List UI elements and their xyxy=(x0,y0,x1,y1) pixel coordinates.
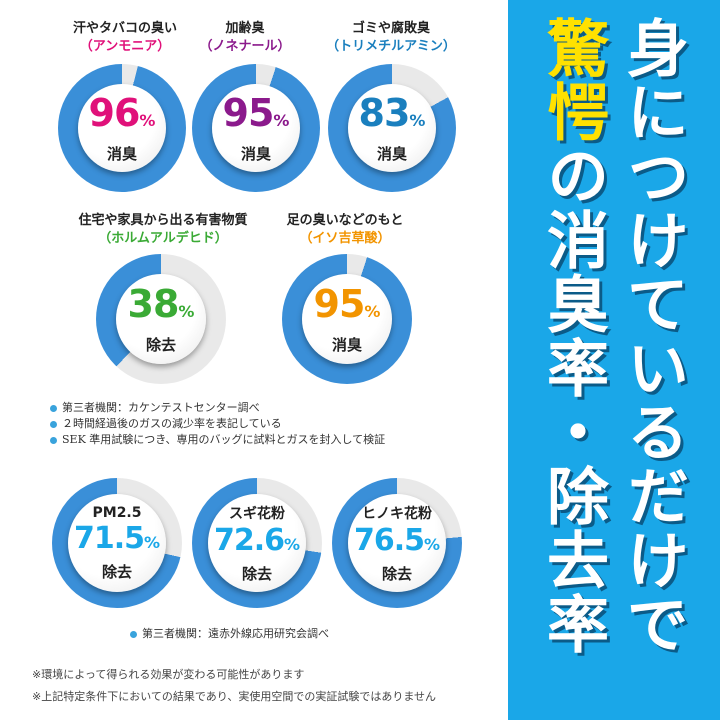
item-substance: （ホルムアルデヒド） xyxy=(98,231,228,246)
item-name: 加齢臭 xyxy=(225,21,265,36)
value: 95% xyxy=(216,93,296,141)
effect-label: 消臭 xyxy=(106,144,137,163)
value: 76.5% xyxy=(347,524,447,561)
headline-line1: 身につけているだけで xyxy=(616,16,689,656)
item-substance: （トリメチルアミン） xyxy=(326,39,456,54)
headline-highlight: 驚愕 xyxy=(536,16,609,144)
note: 第三者機関：遠赤外線応用研究会調べ xyxy=(130,626,329,642)
item-substance: （イソ吉草酸） xyxy=(299,231,391,246)
headline-rest: の消臭率・除去率 xyxy=(536,144,609,656)
notes-particle: 第三者機関：遠赤外線応用研究会調べ xyxy=(130,626,329,642)
item-name: PM2.5 xyxy=(92,504,142,521)
note: SEK 準用試験につき、専用のバッグに試料とガスを封入して検証 xyxy=(50,432,385,448)
footnotes: ※環境によって得られる効果が変わる可能性があります ※上記特定条件下においての結… xyxy=(32,664,436,708)
value: 95% xyxy=(307,284,387,332)
item-name: スギ花粉 xyxy=(229,505,285,522)
item-name: ゴミや腐敗臭 xyxy=(351,21,430,36)
item-name: ヒノキ花粉 xyxy=(362,505,432,522)
item-name: 足の臭いなどのもと xyxy=(286,213,404,228)
item-name: 汗やタバコの臭い xyxy=(72,21,177,36)
notes-odor: 第三者機関：カケンテストセンター調べ ２時間経過後のガスの減少率を表記している … xyxy=(50,400,385,448)
headline-line2: 驚愕の消臭率・除去率 xyxy=(536,16,609,656)
note: ２時間経過後のガスの減少率を表記している xyxy=(50,416,385,432)
value: 38% xyxy=(121,284,201,332)
item-substance: （ノネナール） xyxy=(199,39,291,54)
effect-label: 除去 xyxy=(241,564,272,583)
item-substance: （アンモニア） xyxy=(79,39,171,54)
effect-label: 消臭 xyxy=(331,335,362,354)
effect-label: 除去 xyxy=(145,335,176,354)
headline-panel xyxy=(508,0,720,720)
value: 72.6% xyxy=(207,524,307,561)
note: 第三者機関：カケンテストセンター調べ xyxy=(50,400,385,416)
value: 96% xyxy=(82,93,162,141)
value: 71.5% xyxy=(67,522,167,559)
effect-label: 除去 xyxy=(381,564,412,583)
effect-label: 消臭 xyxy=(240,144,271,163)
value: 83% xyxy=(352,93,432,141)
item-name: 住宅や家具から出る有害物質 xyxy=(78,213,248,228)
footnote: ※環境によって得られる効果が変わる可能性があります xyxy=(32,668,305,681)
effect-label: 除去 xyxy=(101,562,132,581)
footnote: ※上記特定条件下においての結果であり、実使用空間での実証試験ではありません xyxy=(32,690,437,703)
effect-label: 消臭 xyxy=(376,144,407,163)
